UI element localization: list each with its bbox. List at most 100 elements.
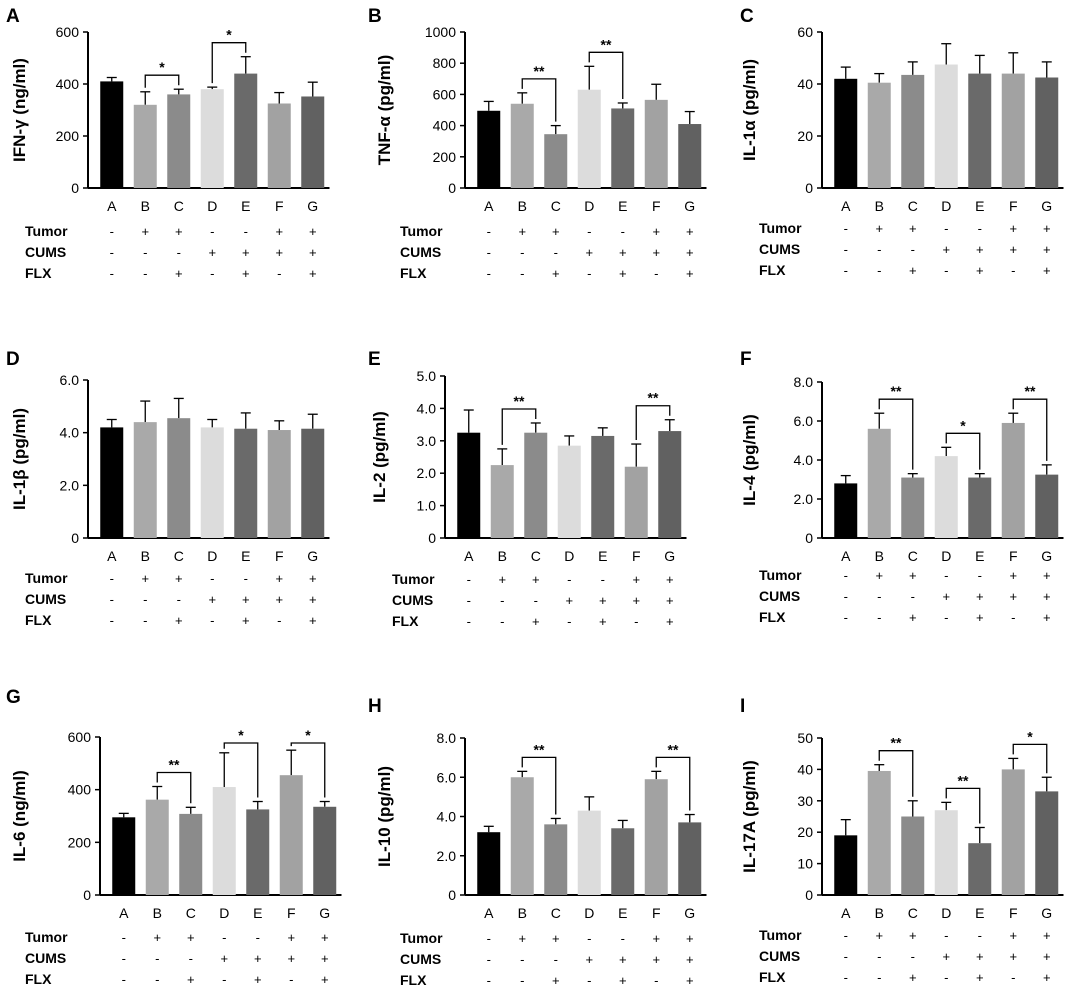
condition-sign: -: [189, 951, 193, 966]
condition-sign: +: [619, 245, 627, 260]
panel-a: A IFN-γ (ng/ml) 0 200 400 600 A B C D E F G * * Tumor - +…: [6, 6, 330, 281]
significance-marker: **: [958, 772, 969, 788]
condition-sign: +: [666, 614, 674, 629]
significance-bracket: [635, 405, 671, 441]
category-label: C: [551, 905, 561, 921]
y-tick-label: 0: [448, 180, 456, 196]
condition-sign: -: [978, 568, 982, 583]
category-label: E: [975, 548, 984, 564]
condition-sign: +: [1043, 589, 1051, 604]
condition-sign: +: [976, 610, 984, 625]
condition-sign: +: [141, 571, 149, 586]
category-label: G: [1041, 905, 1052, 921]
category-label: B: [498, 548, 507, 564]
bar-g: [678, 822, 702, 895]
condition-sign: +: [585, 245, 593, 260]
category-label: F: [652, 905, 661, 921]
condition-sign: +: [666, 572, 674, 587]
bar-d: [577, 810, 601, 895]
y-tick-label: 0: [805, 887, 813, 903]
bar-a: [834, 483, 858, 538]
y-tick-label: 20: [797, 128, 813, 144]
condition-sign: +: [875, 568, 883, 583]
y-tick-label: 2.0: [60, 477, 80, 493]
bar-b: [133, 104, 157, 188]
condition-sign: -: [256, 930, 260, 945]
condition-sign: -: [500, 593, 504, 608]
bar-d: [557, 445, 581, 538]
condition-sign: -: [877, 589, 881, 604]
significance-bracket: [521, 756, 557, 815]
bar-g: [1035, 77, 1059, 188]
condition-sign: +: [552, 224, 560, 239]
category-label: C: [908, 198, 918, 214]
condition-sign: +: [175, 224, 183, 239]
condition-sign: +: [175, 571, 183, 586]
category-label: F: [1009, 905, 1018, 921]
bar-d: [934, 64, 958, 188]
condition-sign: +: [976, 949, 984, 964]
condition-sign: -: [654, 973, 658, 988]
category-label: G: [1041, 198, 1052, 214]
condition-sign: +: [686, 931, 694, 946]
y-tick-label: 6.0: [60, 372, 80, 388]
condition-sign: -: [122, 930, 126, 945]
condition-sign: +: [287, 951, 295, 966]
condition-sign: +: [518, 931, 526, 946]
condition-sign: +: [942, 589, 950, 604]
bar-d: [577, 89, 601, 188]
condition-sign: +: [1009, 568, 1017, 583]
y-tick-label: 0: [71, 530, 79, 546]
bar-f: [644, 99, 668, 188]
condition-sign: +: [909, 928, 917, 943]
category-label: C: [908, 548, 918, 564]
significance-bracket: [1012, 743, 1048, 774]
bar-b: [867, 82, 891, 188]
category-label: G: [307, 548, 318, 564]
bar-d: [200, 89, 224, 188]
category-label: C: [174, 548, 184, 564]
bar-g: [1035, 791, 1059, 895]
significance-marker: *: [159, 59, 165, 75]
y-tick-label: 30: [797, 793, 813, 809]
condition-sign: +: [208, 245, 216, 260]
y-tick-label: 0: [448, 887, 456, 903]
condition-sign: +: [686, 952, 694, 967]
panel-letter: G: [6, 687, 21, 708]
condition-sign: -: [244, 571, 248, 586]
bar-a: [100, 81, 124, 188]
category-label: E: [975, 198, 984, 214]
condition-sign: +: [619, 973, 627, 988]
condition-label-cums: CUMS: [759, 948, 800, 964]
category-label: D: [219, 905, 229, 921]
bar-d: [934, 810, 958, 895]
condition-sign: -: [500, 614, 504, 629]
condition-sign: +: [141, 224, 149, 239]
condition-label-tumor: Tumor: [25, 570, 68, 586]
panel-letter: D: [6, 349, 20, 370]
category-label: C: [908, 905, 918, 921]
bar-f: [644, 779, 668, 895]
bar-g: [301, 428, 325, 538]
significance-bracket: [655, 756, 691, 811]
y-axis-label: IL-1α (pg/ml): [740, 59, 759, 161]
condition-sign: +: [532, 614, 540, 629]
y-tick-label: 200: [56, 128, 80, 144]
category-label: B: [153, 905, 162, 921]
bar-a: [477, 832, 501, 895]
condition-sign: -: [467, 593, 471, 608]
bar-e: [968, 477, 992, 538]
significance-marker: **: [648, 390, 659, 406]
condition-sign: +: [652, 952, 660, 967]
y-axis-label: IL-6 (ng/ml): [10, 770, 29, 862]
condition-label-cums: CUMS: [25, 244, 66, 260]
condition-sign: +: [552, 266, 560, 281]
bar-a: [457, 432, 481, 538]
condition-sign: -: [487, 973, 491, 988]
condition-sign: -: [1011, 263, 1015, 278]
condition-label-tumor: Tumor: [25, 929, 68, 945]
condition-sign: -: [534, 593, 538, 608]
